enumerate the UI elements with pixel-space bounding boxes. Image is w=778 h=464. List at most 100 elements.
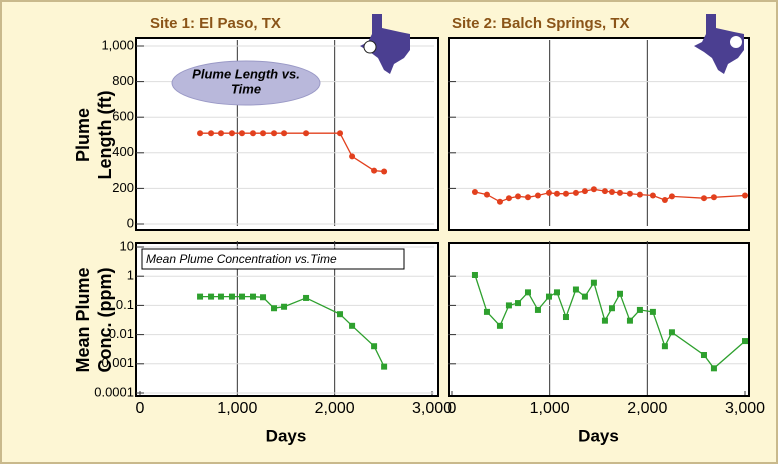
data-point (581, 188, 588, 195)
x-tick-label: 0 (448, 400, 457, 417)
texas-shape (694, 14, 744, 74)
data-point (742, 192, 748, 199)
data-point (208, 130, 215, 137)
y-tick-label: 1,000 (101, 37, 134, 52)
texas-icon (694, 14, 744, 74)
data-point (534, 306, 541, 313)
data-point (239, 130, 246, 137)
site-title: Site 2: Balch Springs, TX (452, 15, 630, 32)
data-point (349, 322, 356, 329)
data-point (742, 338, 748, 345)
y-tick-label: 0.0001 (94, 384, 134, 399)
site-title: Site 1: El Paso, TX (150, 15, 281, 32)
site-marker (730, 36, 742, 48)
y-axis-title: Mean Plume (73, 267, 93, 372)
data-point (616, 189, 623, 196)
y-tick-label: 0.001 (101, 355, 134, 370)
texas-shape (360, 14, 410, 74)
data-point (371, 167, 378, 174)
y-axis-title: Length (ft) (95, 91, 115, 180)
data-point (562, 314, 569, 321)
data-point (545, 293, 552, 300)
data-point (553, 289, 560, 296)
y-tick-label: 0 (127, 215, 134, 230)
data-point (581, 293, 588, 300)
data-point (483, 191, 490, 198)
data-point (524, 194, 531, 201)
site-marker (363, 40, 377, 54)
y-tick-label: 0.01 (109, 326, 134, 341)
data-point (271, 130, 278, 137)
y-tick-label: 800 (112, 73, 134, 88)
x-tick-label: 2,000 (315, 400, 355, 417)
annotation: Plume Length vs. (192, 66, 300, 81)
data-point (534, 192, 541, 199)
data-point (616, 290, 623, 297)
data-point (303, 130, 310, 137)
data-point (626, 190, 633, 197)
data-point (496, 322, 503, 329)
annotation: Mean Plume Concentration vs.Time (146, 252, 337, 266)
data-point (608, 188, 615, 195)
data-point (505, 302, 512, 309)
data-point (260, 130, 267, 137)
data-point (515, 300, 522, 307)
data-point (505, 195, 512, 202)
data-point (471, 271, 478, 278)
data-point (228, 293, 235, 300)
data-point (700, 195, 707, 202)
data-point (271, 305, 278, 312)
data-point (239, 293, 246, 300)
data-point (601, 317, 608, 324)
data-point (661, 343, 668, 350)
data-point (197, 293, 204, 300)
x-tick-label: 2,000 (627, 400, 667, 417)
data-point (371, 343, 378, 350)
data-point (668, 193, 675, 200)
data-point (217, 293, 224, 300)
data-point (700, 352, 707, 359)
panel (448, 37, 750, 231)
data-point (572, 286, 579, 293)
data-point (590, 279, 597, 286)
data-point (303, 294, 310, 301)
data-point (524, 289, 531, 296)
annotation: Time (231, 81, 261, 96)
data-point (250, 293, 257, 300)
y-tick-label: 1 (127, 268, 134, 283)
data-point (197, 130, 204, 137)
texas-icon (360, 14, 410, 74)
data-point (710, 194, 717, 201)
data-point (649, 192, 656, 199)
data-point (661, 196, 668, 203)
data-point (250, 130, 257, 137)
data-point (545, 189, 552, 196)
data-point (381, 168, 388, 175)
data-point (668, 329, 675, 336)
data-point (217, 130, 224, 137)
data-point (337, 311, 344, 318)
y-axis-title: Conc. (ppm) (95, 268, 115, 373)
data-point (260, 294, 267, 301)
x-tick-label: 3,000 (725, 400, 765, 417)
data-point (636, 191, 643, 198)
data-point (471, 188, 478, 195)
y-tick-label: 400 (112, 144, 134, 159)
data-point (208, 293, 215, 300)
data-point (228, 130, 235, 137)
data-point (483, 308, 490, 315)
x-axis-title: Days (266, 426, 307, 445)
data-point (562, 190, 569, 197)
x-axis-title: Days (578, 426, 619, 445)
y-tick-label: 10 (120, 238, 134, 253)
data-point (649, 308, 656, 315)
data-point (636, 306, 643, 313)
x-tick-label: 1,000 (217, 400, 257, 417)
y-tick-label: 600 (112, 109, 134, 124)
y-tick-label: 0.1 (116, 297, 134, 312)
data-point (608, 305, 615, 312)
data-point (572, 189, 579, 196)
data-point (281, 303, 288, 310)
data-point (381, 363, 388, 370)
